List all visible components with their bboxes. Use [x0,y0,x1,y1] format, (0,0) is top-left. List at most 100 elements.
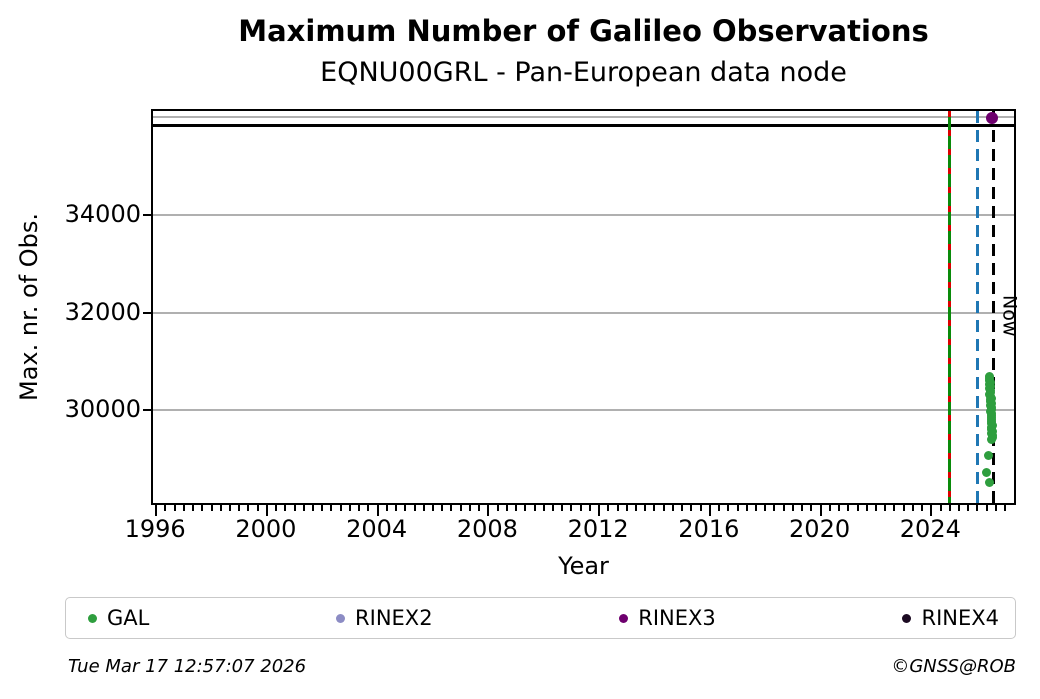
legend-label-rinex3: RINEX3 [638,606,716,630]
x-tick-minor [985,505,988,511]
x-tick-minor [690,505,693,511]
x-tick-minor [496,505,499,511]
x-tick-major [487,505,490,516]
x-tick-minor [921,505,924,511]
x-tick-minor [902,505,905,511]
x-tick-minor [164,505,167,511]
x-tick-minor [505,505,508,511]
x-tick-minor [911,505,914,511]
x-tick-minor [828,505,831,511]
x-tick-major [155,505,158,516]
y-tick [143,409,151,412]
max-obs-line [153,123,1014,127]
y-tick-label: 32000 [64,297,141,326]
x-tick-minor [302,505,305,511]
x-tick-minor [247,505,250,511]
x-tick-minor [939,505,942,511]
x-tick-label: 1996 [124,515,186,543]
x-tick-minor [635,505,638,511]
legend-item-gal: GAL [88,606,149,630]
x-tick-minor [533,505,536,511]
legend-label-rinex2: RINEX2 [355,606,433,630]
x-tick-minor [201,505,204,511]
y-gridline [153,213,1014,216]
x-tick-minor [976,505,979,511]
x-tick-minor [238,505,241,511]
x-tick-minor [182,505,185,511]
x-tick-minor [884,505,887,511]
x-tick-label: 2020 [789,515,851,543]
legend-label-gal: GAL [107,606,150,630]
x-tick-minor [422,505,425,511]
x-tick-minor [847,505,850,511]
x-axis-label: Year [558,552,609,580]
x-tick-label: 2024 [899,515,961,543]
gal-point [987,434,997,444]
legend-item-rinex2: RINEX2 [336,606,433,630]
gal-point [981,468,991,478]
x-tick-minor [727,505,730,511]
x-tick-minor [754,505,757,511]
credit-text: ©GNSS@ROB [891,656,1016,677]
legend-dot-rinex2 [336,613,346,623]
x-tick-minor [441,505,444,511]
y-tick-label: 30000 [64,395,141,424]
x-tick-minor [782,505,785,511]
chart-subtitle: EQNU00GRL - Pan-European data node [320,57,847,88]
x-tick-minor [745,505,748,511]
x-tick-major [265,505,268,516]
x-tick-minor [478,505,481,511]
x-tick-label: 2016 [678,515,740,543]
x-tick-minor [404,505,407,511]
x-tick-minor [699,505,702,511]
x-tick-minor [459,505,462,511]
x-tick-minor [625,505,628,511]
x-tick-minor [330,505,333,511]
legend-item-rinex3: RINEX3 [619,606,716,630]
x-tick-minor [385,505,388,511]
x-tick-minor [764,505,767,511]
rinex3-point [986,112,999,125]
x-tick-minor [948,505,951,511]
x-tick-minor [681,505,684,511]
x-tick-minor [958,505,960,511]
x-tick-minor [312,505,315,511]
vline-gal-start [947,111,951,503]
y-tick [143,311,151,314]
x-tick-minor [468,505,471,511]
x-tick-major [598,505,601,516]
x-tick-minor [810,505,813,511]
x-tick-minor [542,505,545,511]
x-tick-minor [1004,505,1007,511]
x-tick-minor [653,505,656,511]
x-tick-minor [284,505,287,511]
x-tick-minor [607,505,610,511]
x-tick-minor [395,505,398,511]
legend-label-rinex4: RINEX4 [921,606,999,630]
gal-point [984,478,994,488]
vline-blue [975,111,979,503]
x-tick-label: 2008 [456,515,518,543]
x-tick-minor [256,505,259,511]
plot-area: Now [151,109,1021,505]
x-tick-minor [644,505,647,511]
y-gridline [153,409,1014,412]
x-tick-minor [616,505,619,511]
x-tick-minor [367,505,370,511]
x-tick-minor [736,505,739,511]
now-label: Now [998,295,1021,337]
x-tick-label: 2004 [346,515,408,543]
x-tick-minor [662,505,665,511]
x-tick-minor [791,505,794,511]
x-tick-minor [967,505,970,511]
x-tick-minor [838,505,841,511]
x-tick-minor [551,505,554,511]
legend-dot-gal [88,613,97,623]
x-tick-major [819,505,822,516]
legend: GAL RINEX2 RINEX3 RINEX4 [65,597,1016,639]
x-tick-minor [515,505,518,511]
x-tick-minor [524,505,527,511]
x-tick-minor [293,505,296,511]
legend-dot-rinex4 [902,613,912,623]
